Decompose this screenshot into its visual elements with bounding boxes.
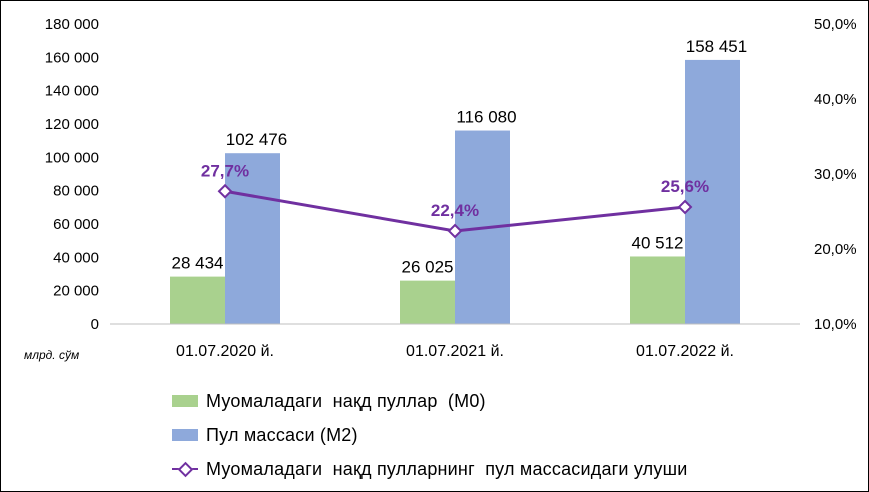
y2-tick-label: 40,0% [814, 91, 857, 108]
legend-item-m2: Пул массаси (М2) [172, 418, 687, 452]
share-data-label: 25,6% [661, 177, 709, 196]
legend-label-m0: Муомаладаги нақд пуллар (М0) [206, 390, 486, 411]
bar-m0 [400, 280, 455, 324]
y-tick-label: 20 000 [53, 283, 99, 300]
data-label-m0: 28 434 [172, 254, 224, 273]
legend-item-m0: Муомаладаги нақд пуллар (М0) [172, 384, 687, 418]
legend-label-m2: Пул массаси (М2) [206, 424, 358, 445]
data-label-m2: 158 451 [686, 37, 747, 56]
bar-series-group: 28 434 102 476 26 025 116 080 40 512 158 451 [170, 37, 747, 324]
y-tick-label: 40 000 [53, 249, 99, 266]
y2-tick-label: 30,0% [814, 166, 857, 183]
y-tick-label: 60 000 [53, 216, 99, 233]
legend-item-share: Муомаладаги нақд пулларнинг пул массасид… [172, 452, 687, 486]
line-series-group: 27,7% 22,4% 25,6% [201, 161, 709, 239]
x-tick-label: 01.07.2022 й. [636, 343, 734, 360]
y-axis-primary: 0 20 000 40 000 60 000 80 000 100 000 120 000 1… [45, 16, 99, 333]
share-point [217, 183, 233, 199]
data-label-m0: 26 025 [402, 258, 454, 277]
legend-label-share: Муомаладаги нақд пулларнинг пул массасид… [206, 458, 688, 479]
legend-swatch-m2 [172, 429, 198, 441]
y-tick-label: 100 000 [45, 149, 99, 166]
bar-m0 [630, 256, 685, 324]
y-tick-label: 0 [91, 316, 99, 333]
legend-swatch-m0 [172, 395, 198, 407]
y2-tick-label: 50,0% [814, 16, 857, 33]
unit-label: млрд. сўм [24, 348, 79, 362]
y-tick-label: 160 000 [45, 49, 99, 66]
share-point [447, 223, 463, 239]
share-point [677, 199, 693, 215]
bar-m2 [685, 59, 740, 324]
data-label-m2: 102 476 [226, 130, 287, 149]
x-axis-categories: 01.07.2020 й. 01.07.2021 й. 01.07.2022 й. [176, 343, 734, 360]
y-tick-label: 140 000 [45, 83, 99, 100]
legend-swatch-share [172, 461, 198, 478]
y-tick-label: 80 000 [53, 183, 99, 200]
y-tick-label: 180 000 [45, 16, 99, 33]
y2-tick-label: 20,0% [814, 241, 857, 258]
share-data-label: 22,4% [431, 201, 479, 220]
x-tick-label: 01.07.2020 й. [176, 343, 274, 360]
x-tick-label: 01.07.2021 й. [406, 343, 504, 360]
share-data-label: 27,7% [201, 161, 249, 180]
bar-m0 [170, 276, 225, 324]
data-label-m0: 40 512 [632, 233, 684, 252]
y-tick-label: 120 000 [45, 116, 99, 133]
data-label-m2: 116 080 [456, 108, 516, 127]
y-axis-secondary: 10,0% 20,0% 30,0% 40,0% 50,0% [814, 16, 857, 333]
bar-m2 [225, 153, 280, 324]
y2-tick-label: 10,0% [814, 316, 857, 333]
legend: Муомаладаги нақд пуллар (М0) Пул массаси… [172, 384, 687, 486]
